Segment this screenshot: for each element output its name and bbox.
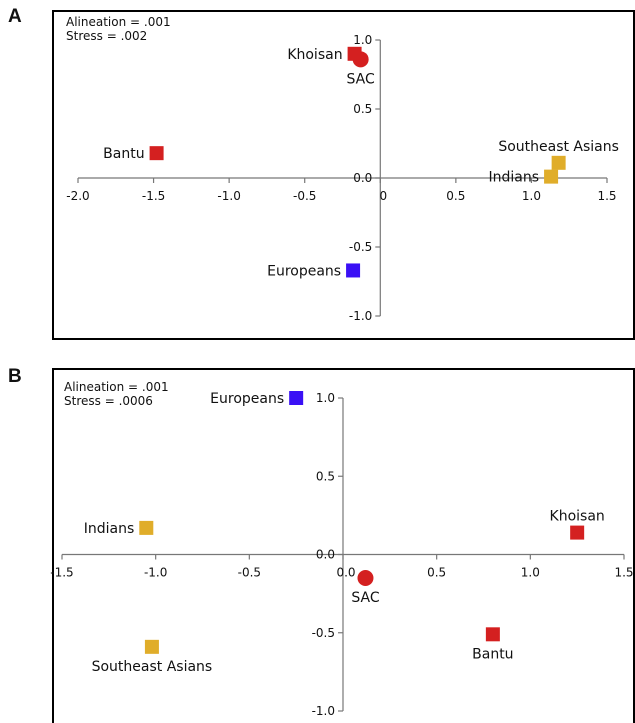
panel-a-x-tick-label: 0 — [379, 189, 387, 203]
panel-b-point-label-indians: Indians — [84, 521, 135, 537]
panel-a-frame — [52, 10, 635, 340]
panel-a-point-label-khoisan: Khoisan — [287, 47, 342, 63]
panel-a-x-tick-label: 1.5 — [597, 189, 616, 203]
panel-b-point-label-europeans: Europeans — [210, 391, 284, 407]
panel-a-x-tick-label: -1.0 — [217, 189, 240, 203]
panel-b-point-bantu — [485, 627, 500, 642]
panel-a-point-label-southeast-asians: Southeast Asians — [498, 139, 619, 155]
panel-b-stress: Stress = .0006 — [64, 394, 153, 408]
panel-a-point-sac — [352, 51, 369, 68]
panel-b-x-tick-label: -0.5 — [238, 566, 261, 580]
panel-a-letter: A — [8, 6, 22, 27]
panel-a-point-southeast-asians — [551, 155, 566, 170]
panel-a-alineation: Alineation = .001 — [66, 15, 171, 29]
panel-a-point-europeans — [346, 263, 361, 278]
panel-a-y-tick-label: -1.0 — [349, 309, 372, 323]
panel-b-x-tick-label: 0.0 — [336, 566, 355, 580]
panel-a-y-tick-label: 1.0 — [353, 33, 372, 47]
panel-a-x-tick-label: -0.5 — [293, 189, 316, 203]
panel-b-y-tick-label: -0.5 — [312, 626, 335, 640]
panel-b-point-europeans — [289, 391, 304, 405]
panel-b-point-label-bantu: Bantu — [472, 646, 513, 662]
panel-b-y-tick-label: -1.0 — [312, 704, 335, 718]
panel-b-x-tick-label: 1.0 — [521, 566, 540, 580]
panel-a-point-label-indians: Indians — [489, 170, 540, 186]
panel-a-x-tick-label: -1.5 — [142, 189, 165, 203]
panel-a-y-tick-label: 0.0 — [353, 171, 372, 185]
panel-b-x-tick-label: -1.0 — [144, 566, 167, 580]
panel-a-y-tick-label: 0.5 — [353, 102, 372, 116]
panel-b-point-southeast-asians — [144, 639, 159, 654]
panel-b-point-label-sac: SAC — [351, 590, 379, 606]
panel-a-point-label-bantu: Bantu — [103, 146, 144, 162]
panel-a-x-tick-label: 1.0 — [522, 189, 541, 203]
panel-a-point-bantu — [149, 146, 164, 161]
panel-a-point-label-sac: SAC — [347, 71, 375, 87]
panel-b-point-sac — [357, 569, 374, 586]
panel-b-y-tick-label: 1.0 — [316, 391, 335, 405]
panel-a-point-indians — [544, 169, 559, 184]
panel-b-point-khoisan — [570, 525, 585, 540]
panel-a-point-label-europeans: Europeans — [267, 263, 341, 279]
panel-b-x-tick-label: 0.5 — [427, 566, 446, 580]
panel-b-x-tick-label: -1.5 — [50, 566, 73, 580]
panel-b-letter: B — [8, 366, 22, 387]
panel-b-point-label-khoisan: Khoisan — [550, 509, 605, 525]
panel-a-y-tick-label: -0.5 — [349, 240, 372, 254]
panel-b-alineation: Alineation = .001 — [64, 380, 169, 394]
panel-b-point-indians — [139, 520, 154, 535]
panel-b-x-tick-label: 1.5 — [614, 566, 633, 580]
panel-a-x-tick-label: 0.5 — [446, 189, 465, 203]
panel-a-stress: Stress = .002 — [66, 29, 148, 43]
panel-b-y-tick-label: 0.0 — [316, 548, 335, 562]
panel-b-point-label-southeast-asians: Southeast Asians — [92, 659, 213, 675]
panel-a-x-tick-label: -2.0 — [66, 189, 89, 203]
panel-b-y-tick-label: 0.5 — [316, 469, 335, 483]
